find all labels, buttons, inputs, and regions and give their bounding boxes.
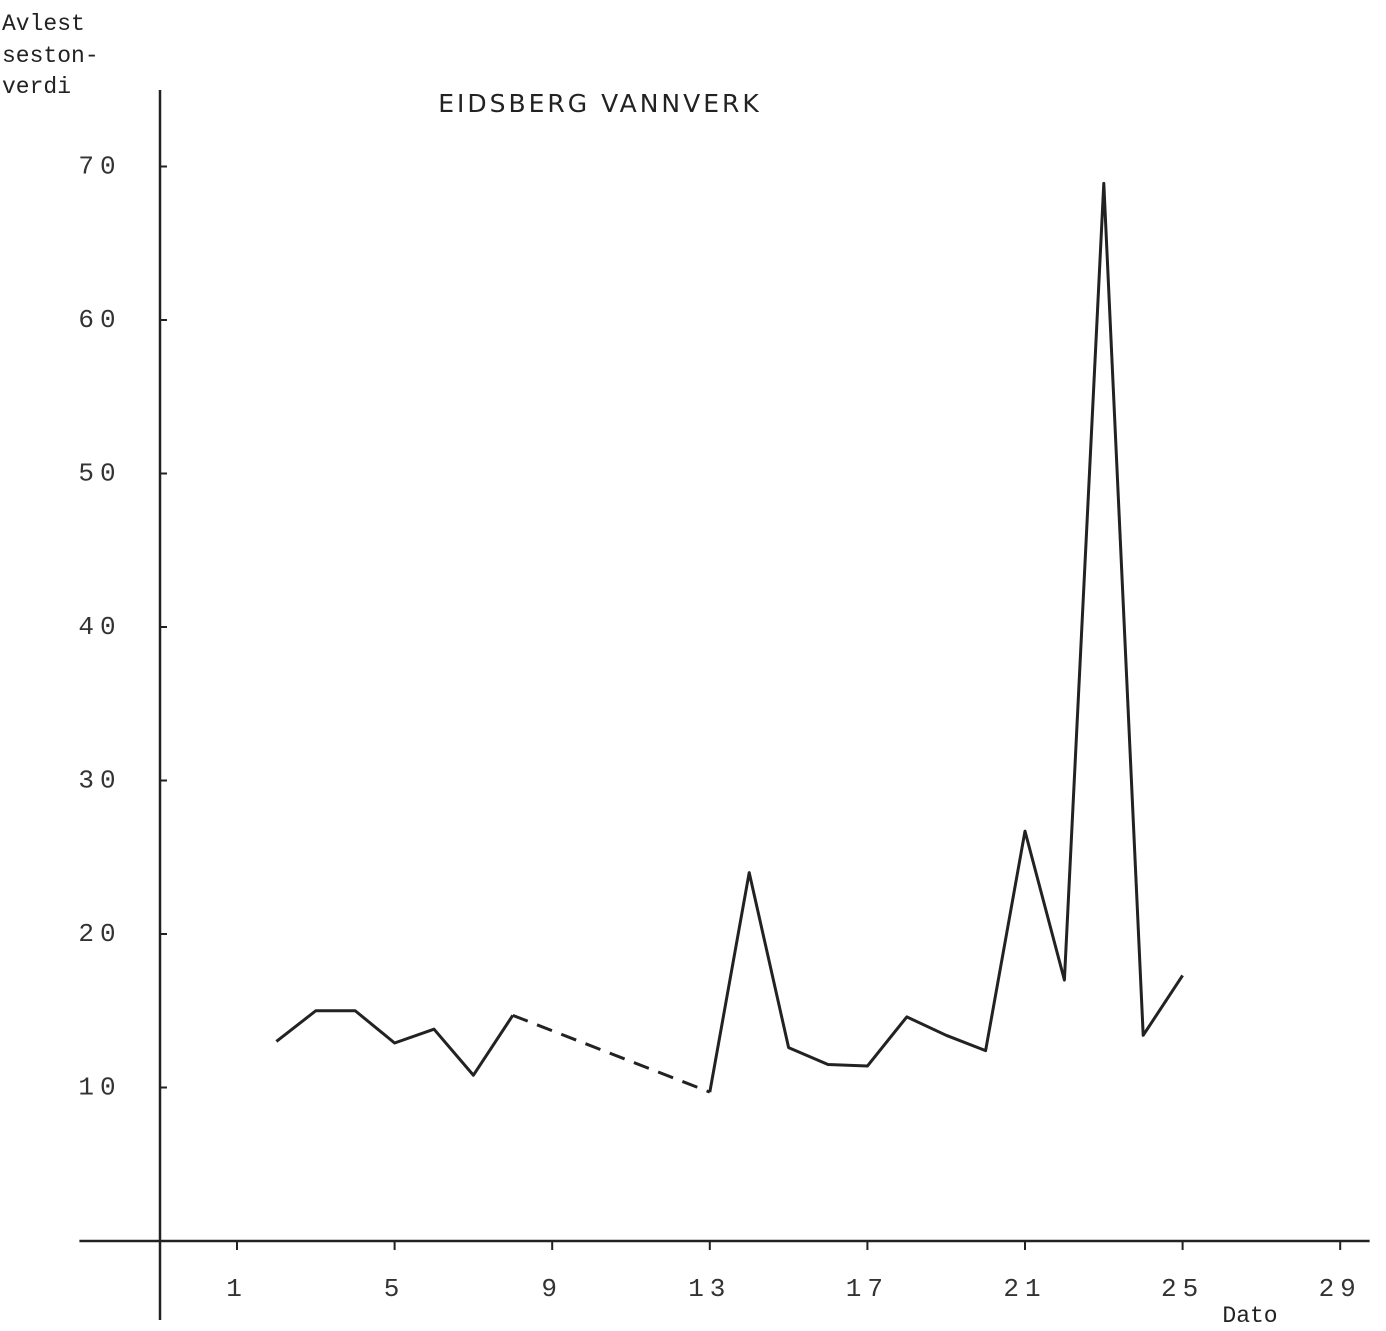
x-tick-label: 17 xyxy=(846,1274,889,1304)
y-tick-label: 20 xyxy=(78,919,121,949)
y-axis-label: verdi xyxy=(2,74,71,100)
x-tick-label: 21 xyxy=(1003,1274,1046,1304)
y-axis-label: seston- xyxy=(2,43,99,69)
y-tick-label: 40 xyxy=(78,612,121,642)
y-tick-label: 10 xyxy=(78,1072,121,1102)
y-tick-label: 70 xyxy=(78,151,121,181)
x-tick-label: 1 xyxy=(226,1274,248,1304)
y-tick-label: 60 xyxy=(78,305,121,335)
data-line xyxy=(708,181,1184,1093)
y-tick-label: 50 xyxy=(78,458,121,488)
data-line xyxy=(512,1013,711,1094)
data-line xyxy=(275,1009,515,1077)
x-axis-label: Dato xyxy=(1222,1303,1277,1329)
y-axis-label: Avlest xyxy=(2,11,85,37)
x-tick-label: 29 xyxy=(1319,1274,1362,1304)
chart-title: EIDSBERG VANNVERK xyxy=(438,89,762,118)
x-tick-label: 13 xyxy=(688,1274,731,1304)
y-tick-label: 30 xyxy=(78,765,121,795)
x-tick-label: 25 xyxy=(1161,1274,1204,1304)
x-tick-label: 5 xyxy=(384,1274,406,1304)
x-tick-label: 9 xyxy=(541,1274,563,1304)
